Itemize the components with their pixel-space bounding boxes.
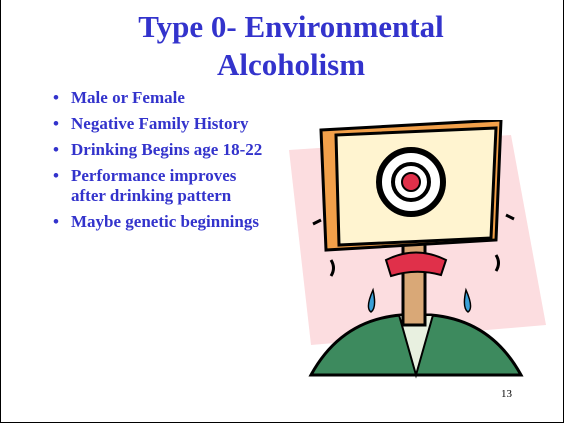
slide-title: Type 0- Environmental Alcoholism bbox=[138, 9, 444, 82]
tie-knot bbox=[384, 251, 448, 278]
bullet: Negative Family History bbox=[53, 114, 263, 134]
shake-lines bbox=[312, 213, 515, 277]
bullet-list: Male or Female Negative Family History Dri… bbox=[53, 88, 263, 238]
sweat-drops bbox=[367, 287, 472, 313]
target-center bbox=[401, 172, 421, 192]
bullet: Male or Female bbox=[53, 88, 263, 108]
bullet: Performance improves after drinking patt… bbox=[53, 166, 263, 206]
bullet: Maybe genetic beginnings bbox=[53, 212, 263, 232]
page-number: 13 bbox=[501, 388, 512, 400]
clipart bbox=[289, 120, 546, 379]
bullet: Drinking Begins age 18-22 bbox=[53, 140, 263, 160]
